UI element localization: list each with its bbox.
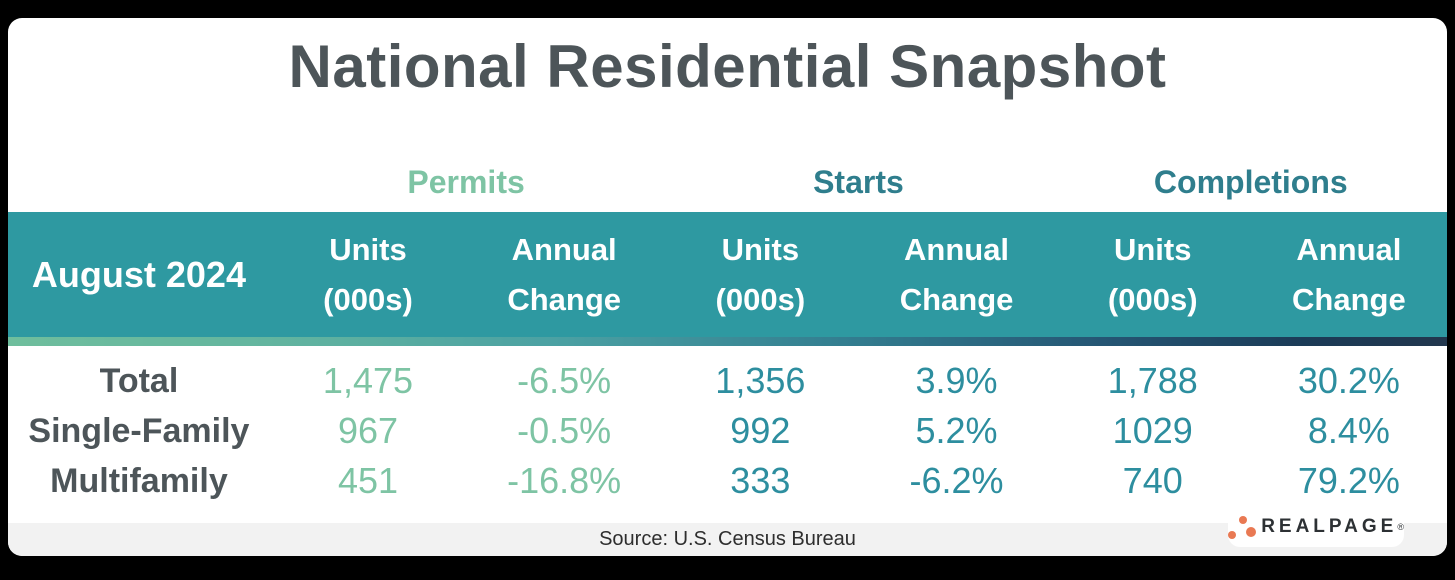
logo-dot [1228,531,1236,539]
cell-sf-completions-change: 8.4% [1307,410,1390,451]
table-row: Single-Family 967 -0.5% 992 5.2% 1029 8.… [8,406,1447,456]
logo-dot [1246,527,1256,537]
group-header-starts: Starts [813,163,904,200]
logo-dot [1239,516,1247,524]
cell-mf-completions-units: 740 [1122,460,1183,501]
realpage-wordmark: REALPAGE [1261,516,1398,537]
cell-total-completions-units: 1,788 [1107,360,1198,401]
cell-sf-permits-change: -0.5% [517,410,612,451]
header-completions-units: Units (000s) [1055,212,1251,337]
group-header-completions: Completions [1153,163,1348,200]
table-row: Total 1,475 -6.5% 1,356 3.9% 1,788 30.2% [8,356,1447,406]
table-header-row: August 2024 Units (000s) Annual Change U… [8,212,1447,337]
snapshot-card: National Residential Snapshot Permits St… [8,18,1447,556]
header-line: Annual [904,231,1010,267]
cell-total-permits-change: -6.5% [517,360,612,401]
realpage-logo: REALPAGE ® [1228,507,1404,547]
header-line: Change [507,281,621,317]
header-permits-change: Annual Change [466,212,662,337]
table-row: Multifamily 451 -16.8% 333 -6.2% 740 79.… [8,456,1447,506]
cell-sf-starts-change: 5.2% [915,410,998,451]
cell-mf-starts-units: 333 [730,460,791,501]
header-line: Units [329,231,407,267]
row-label-total: Total [99,361,179,400]
realpage-dots-icon [1228,515,1256,541]
cell-sf-permits-units: 967 [337,410,399,451]
header-line: Change [899,281,1014,317]
row-label-single-family: Single-Family [28,411,250,450]
row-label-multifamily: Multifamily [50,461,228,500]
period-label: August 2024 [31,253,246,295]
cell-mf-completions-change: 79.2% [1297,460,1400,501]
header-completions-change: Annual Change [1251,212,1447,337]
page-title: National Residential Snapshot [288,33,1167,100]
header-line: (000s) [323,281,413,317]
source-bar: Source: U.S. Census Bureau [8,523,1447,556]
cell-mf-permits-units: 451 [337,460,399,501]
cell-mf-permits-change: -16.8% [507,460,622,501]
header-permits-units: Units (000s) [270,212,466,337]
group-header-permits: Permits [407,163,525,200]
cell-sf-completions-units: 1029 [1112,410,1193,451]
cell-mf-starts-change: -6.2% [909,460,1004,501]
cell-total-starts-change: 3.9% [915,360,998,401]
header-line: (000s) [715,281,806,317]
source-text: Source: U.S. Census Bureau [599,528,856,550]
header-line: Annual [511,231,617,267]
column-group-header-row: Permits Starts Completions [8,158,1447,206]
cell-total-permits-units: 1,475 [322,360,414,401]
header-starts-change: Annual Change [858,212,1054,337]
header-line: (000s) [1107,281,1198,317]
header-line: Units [721,231,800,267]
cell-total-starts-units: 1,356 [715,360,806,401]
trademark-symbol: ® [1397,522,1404,532]
gradient-divider [8,337,1447,346]
header-line: Change [1292,281,1406,317]
cell-total-completions-change: 30.2% [1297,360,1400,401]
cell-sf-starts-units: 992 [730,410,791,451]
header-line: Annual [1296,231,1402,267]
header-starts-units: Units (000s) [662,212,858,337]
header-line: Units [1113,231,1192,267]
